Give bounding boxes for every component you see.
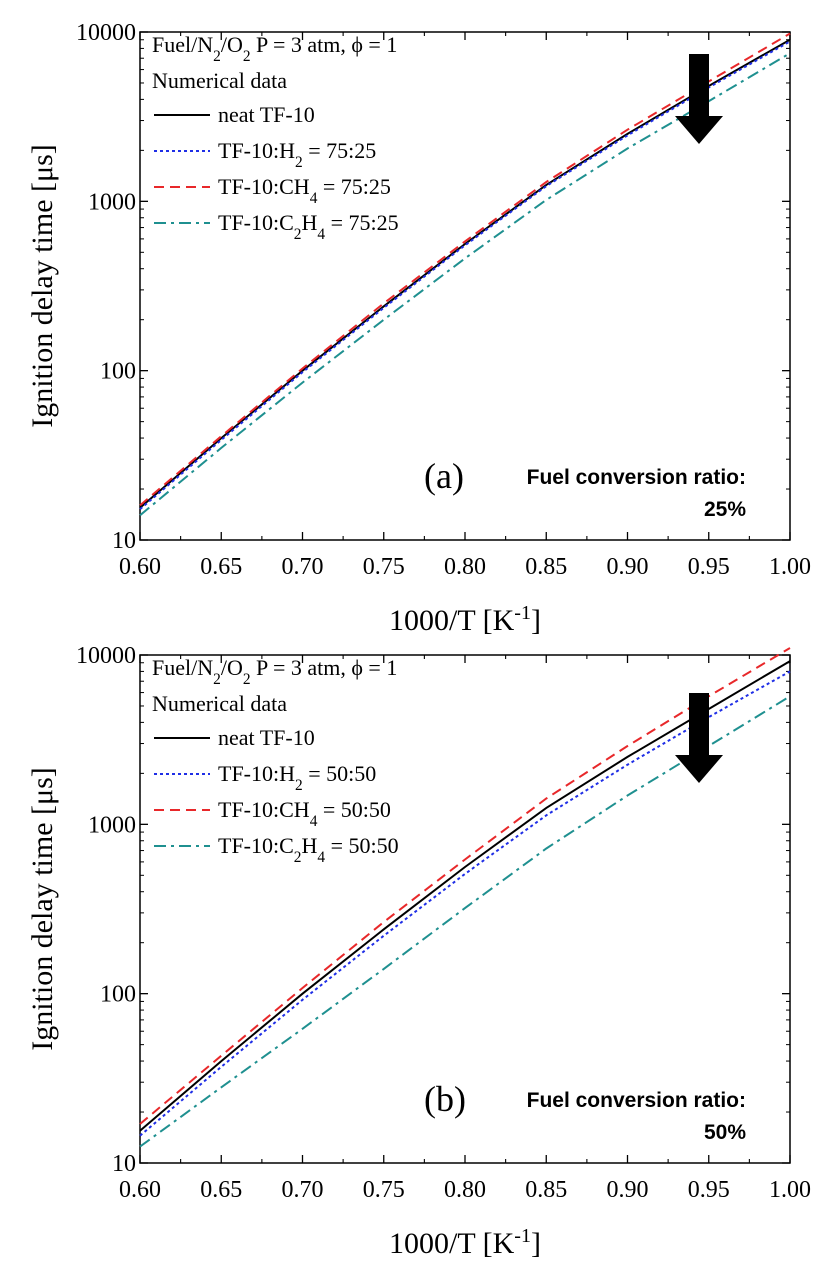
y-tick-label: 10000 <box>76 643 136 669</box>
y-tick-label: 100 <box>100 982 136 1008</box>
legend-entry: neat TF-10 <box>218 102 315 127</box>
panel-label: (a) <box>424 456 464 496</box>
series-line <box>139 38 791 509</box>
x-tick-label: 0.60 <box>119 1177 161 1203</box>
x-tick-label: 0.75 <box>363 1177 405 1203</box>
series-line <box>139 695 791 1148</box>
series-line <box>139 647 791 1125</box>
x-tick-label: 0.90 <box>607 554 649 580</box>
x-tick-label: 0.75 <box>363 554 405 580</box>
legend-entry: neat TF-10 <box>218 725 315 750</box>
x-tick-label: 0.80 <box>444 554 486 580</box>
legend-entry: TF-10:C2H4 = 50:50 <box>218 833 399 866</box>
annotation-line: Fuel conversion ratio: <box>527 466 746 489</box>
legend-entry: TF-10:CH4 = 50:50 <box>218 797 391 830</box>
y-tick-label: 10 <box>112 1151 136 1177</box>
x-tick-label: 1.00 <box>769 1177 811 1203</box>
legend-entry: TF-10:H2 = 50:50 <box>218 761 376 794</box>
down-arrow-icon <box>675 693 723 783</box>
legend-entry: TF-10:H2 = 75:25 <box>218 138 376 171</box>
conditions-text: Fuel/N2/O2 P = 3 atm, ϕ = 1 <box>152 32 397 65</box>
chart-panel-a: 0.60 0.65 0.70 0.75 0.80 0.85 0.90 0.95 1.00 10 10… <box>26 20 811 637</box>
annotation-line: 25% <box>704 498 746 521</box>
y-tick-label: 10 <box>112 528 136 554</box>
x-tick-label: 0.85 <box>525 554 567 580</box>
x-tick-label: 1.00 <box>769 554 811 580</box>
annotation-line: Fuel conversion ratio: <box>527 1089 746 1112</box>
down-arrow-icon <box>675 54 723 144</box>
panel-label: (b) <box>424 1079 466 1119</box>
series-line <box>139 660 791 1132</box>
x-tick-label: 0.65 <box>200 1177 242 1203</box>
x-tick-label: 0.85 <box>525 1177 567 1203</box>
x-tick-label: 0.95 <box>688 554 730 580</box>
y-axis-label: Ignition delay time [μs] <box>26 767 59 1051</box>
x-tick-label: 0.65 <box>200 554 242 580</box>
legend-title: Numerical data <box>152 691 287 716</box>
x-tick-label: 0.80 <box>444 1177 486 1203</box>
x-tick-label: 0.60 <box>119 554 161 580</box>
legend-entry: TF-10:C2H4 = 75:25 <box>218 210 399 243</box>
x-tick-label: 0.95 <box>688 1177 730 1203</box>
series-line <box>139 32 791 507</box>
x-axis-label: 1000/T [K-1] <box>389 1225 541 1260</box>
y-tick-label: 100 <box>100 359 136 385</box>
legend-title: Numerical data <box>152 68 287 93</box>
legend-entry: TF-10:CH4 = 75:25 <box>218 174 391 207</box>
x-tick-label: 0.90 <box>607 1177 649 1203</box>
x-axis-label: 1000/T [K-1] <box>389 602 541 637</box>
annotation-line: 50% <box>704 1121 746 1144</box>
x-tick-label: 0.70 <box>282 554 324 580</box>
y-tick-label: 1000 <box>88 189 136 215</box>
conditions-text: Fuel/N2/O2 P = 3 atm, ϕ = 1 <box>152 655 397 688</box>
y-axis-label: Ignition delay time [μs] <box>26 144 59 428</box>
y-tick-label: 1000 <box>88 812 136 838</box>
y-tick-label: 10000 <box>76 20 136 46</box>
chart-panel-b: 0.60 0.65 0.70 0.75 0.80 0.85 0.90 0.95 1.00 10 10… <box>26 643 811 1260</box>
x-tick-label: 0.70 <box>282 1177 324 1203</box>
